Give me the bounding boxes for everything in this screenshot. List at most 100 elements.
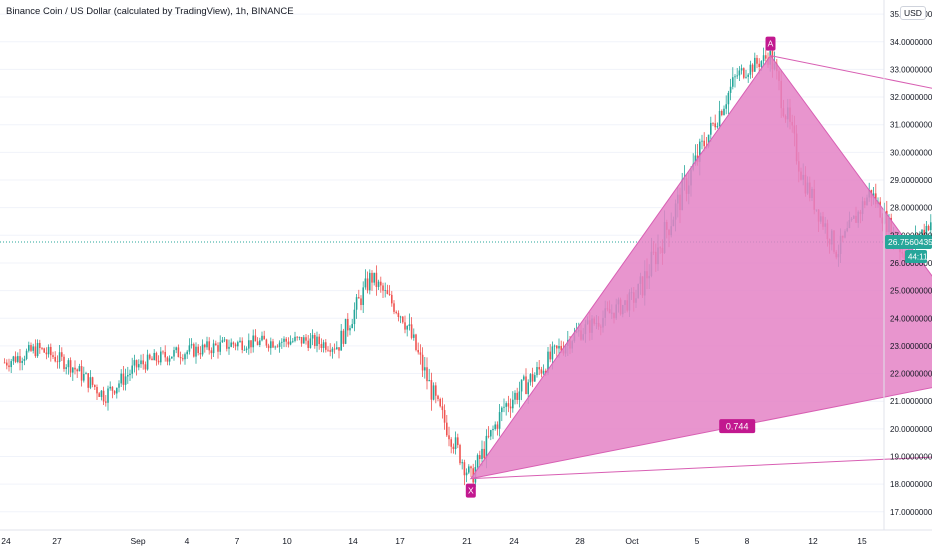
candle-body [58, 352, 61, 362]
candle-body [267, 345, 270, 349]
candle-body [342, 330, 345, 344]
candle-body [74, 367, 76, 370]
candle-body [549, 351, 551, 360]
candle-body [327, 349, 329, 351]
candle-body [208, 341, 210, 351]
time-tick-label: 7 [235, 536, 240, 546]
time-tick-label: 5 [695, 536, 700, 546]
candle-body [481, 448, 483, 459]
candle-body [149, 354, 151, 359]
candle-body [373, 272, 375, 283]
candle-body [243, 349, 246, 351]
candle-body [300, 336, 303, 344]
candle-body [91, 377, 94, 385]
candle-body [248, 340, 250, 349]
candle-body [135, 360, 138, 368]
candle-body [925, 225, 928, 236]
candle-body [492, 429, 494, 431]
candle-body [468, 466, 470, 473]
candle-body [206, 341, 208, 348]
candle-body [749, 64, 752, 75]
candle-body [424, 367, 426, 371]
harmonic-pattern[interactable]: 0.6560.7441.2720.877XABCD [465, 36, 932, 498]
candle-body [162, 351, 164, 353]
candle-body [283, 338, 285, 342]
candle-body [371, 272, 373, 283]
candle-body [303, 337, 305, 344]
candle-body [245, 348, 248, 350]
price-tick-label: 22.0000000 [890, 370, 932, 379]
candle-body [509, 406, 512, 409]
candle-body [25, 350, 28, 359]
candle-body [215, 343, 217, 346]
candle-body [138, 364, 140, 368]
price-tick-label: 33.0000000 [890, 65, 932, 74]
candle-body [129, 373, 131, 376]
candle-body [762, 55, 765, 62]
time-axis[interactable]: 24 27 Sep 4 7 10 14 17 21 24 28 Oct 5 8 12 15 [0, 529, 932, 546]
candle-body [384, 290, 386, 291]
candle-body [712, 122, 714, 124]
price-tag-countdown: 44:11 [908, 253, 928, 262]
candle-body [369, 272, 371, 291]
price-axis[interactable]: 17.0000000 18.0000000 19.0000000 20.0000000… [883, 0, 932, 530]
candle-body [364, 278, 367, 288]
candle-body [397, 312, 400, 318]
candle-body [221, 340, 224, 343]
candle-body [8, 365, 10, 368]
candle-body [358, 297, 360, 299]
candle-body [252, 335, 254, 348]
candle-body [485, 435, 488, 459]
xab-triangle [469, 54, 932, 480]
candle-body [61, 352, 63, 357]
price-tick-label: 32.0000000 [890, 93, 932, 102]
candle-body [421, 354, 424, 371]
candle-body [237, 342, 239, 347]
candle-body [120, 373, 122, 384]
candle-body [439, 399, 441, 407]
candle-body [72, 367, 74, 373]
candle-body [432, 385, 435, 400]
candle-body [210, 350, 213, 354]
candle-body [168, 358, 171, 362]
candle-body [270, 341, 272, 349]
candle-body [217, 345, 219, 352]
price-tag-value: 26.7560435 [888, 237, 932, 247]
candle-body [738, 70, 741, 76]
candle-body [54, 356, 56, 362]
candle-body [276, 346, 279, 348]
candle-body [404, 322, 406, 330]
candle-body [534, 375, 536, 382]
time-tick-label: 24 [1, 536, 11, 546]
candle-body [336, 347, 338, 350]
currency-button[interactable]: USD [900, 6, 926, 20]
candle-body [338, 347, 340, 351]
candle-body [67, 360, 70, 368]
candle-body [329, 350, 331, 352]
time-tick-label: 24 [509, 536, 519, 546]
candle-body [740, 68, 743, 71]
candle-body [177, 347, 180, 358]
candle-body [89, 377, 92, 388]
candle-body [413, 334, 415, 338]
price-tick-label: 25.0000000 [890, 287, 932, 296]
candle-body [560, 346, 562, 351]
candle-body [322, 342, 325, 348]
candle-body [212, 343, 215, 354]
candle-body [305, 337, 307, 341]
candle-body [463, 462, 466, 476]
candle-body [274, 346, 276, 348]
candle-body [441, 406, 444, 411]
candle-body [197, 346, 199, 354]
candle-body [193, 344, 195, 357]
candle-body [204, 344, 206, 348]
candle-body [501, 407, 503, 413]
candle-body [454, 437, 457, 450]
candle-body [105, 401, 107, 403]
candle-body [556, 345, 558, 349]
candle-body [542, 370, 545, 374]
candle-body [195, 346, 197, 357]
countdown-tag-bg [905, 250, 927, 264]
candle-body [179, 357, 182, 359]
